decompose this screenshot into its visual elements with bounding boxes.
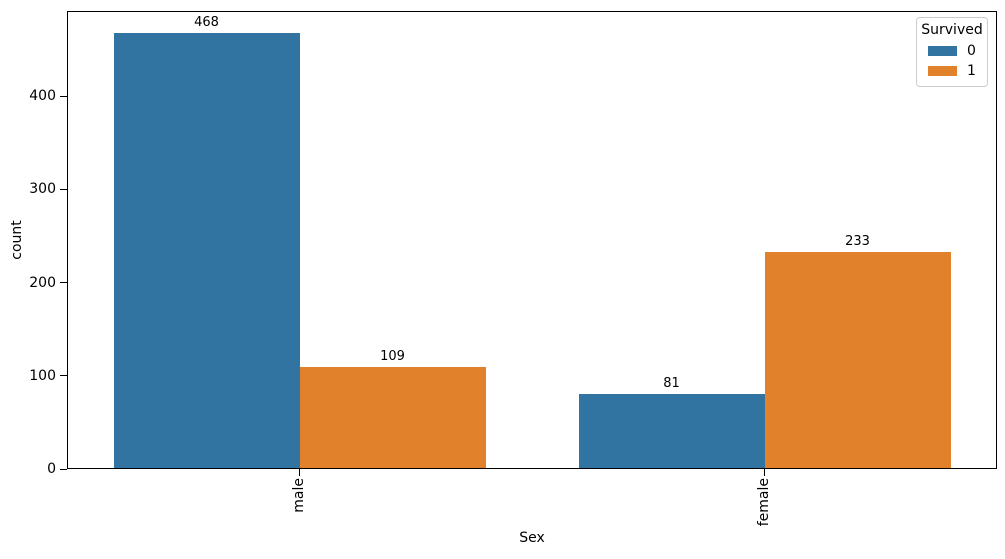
y-tick-mark bbox=[60, 375, 67, 377]
bars-layer: 468 109 81 233 bbox=[67, 11, 997, 469]
x-axis-label: Sex bbox=[519, 530, 545, 546]
bar-male-0 bbox=[113, 32, 300, 469]
y-tick-label: 400 bbox=[29, 88, 56, 105]
legend-title: Survived bbox=[921, 22, 983, 38]
y-tick-mark bbox=[60, 282, 67, 284]
bar-value-label: 81 bbox=[663, 375, 680, 391]
y-axis-label: count bbox=[9, 220, 25, 260]
bar-male-1 bbox=[299, 367, 486, 469]
x-tick-mark bbox=[764, 469, 765, 476]
bar-female-1 bbox=[764, 251, 951, 469]
x-tick-mark bbox=[299, 469, 300, 476]
y-axis-ticks: 0 100 200 300 400 bbox=[29, 11, 997, 477]
bar-value-label: 468 bbox=[194, 14, 219, 30]
y-tick-label: 200 bbox=[29, 274, 56, 291]
legend-entry-label: 0 bbox=[967, 43, 976, 59]
legend-entry-0: 0 bbox=[928, 43, 983, 59]
legend-swatch bbox=[928, 46, 957, 56]
y-tick-mark bbox=[60, 95, 67, 97]
y-tick-label: 0 bbox=[47, 461, 56, 477]
x-tick-label-female: female bbox=[756, 478, 772, 527]
x-tick-label-male: male bbox=[291, 478, 307, 513]
legend-swatch bbox=[928, 66, 957, 76]
plot-area: 468 109 81 233 0 100 200 300 400 male female Sur… bbox=[29, 11, 997, 526]
y-tick-mark bbox=[60, 468, 67, 470]
bar-female-0 bbox=[578, 393, 765, 469]
bar-value-label: 109 bbox=[380, 349, 405, 365]
y-tick-label: 100 bbox=[29, 367, 56, 384]
y-tick-mark bbox=[60, 188, 67, 190]
legend-entry-label: 1 bbox=[967, 63, 976, 79]
legend-entry-1: 1 bbox=[928, 63, 983, 79]
bar-value-label: 233 bbox=[845, 233, 870, 249]
y-tick-label: 300 bbox=[29, 181, 56, 198]
x-axis-ticks: male female bbox=[67, 11, 997, 526]
